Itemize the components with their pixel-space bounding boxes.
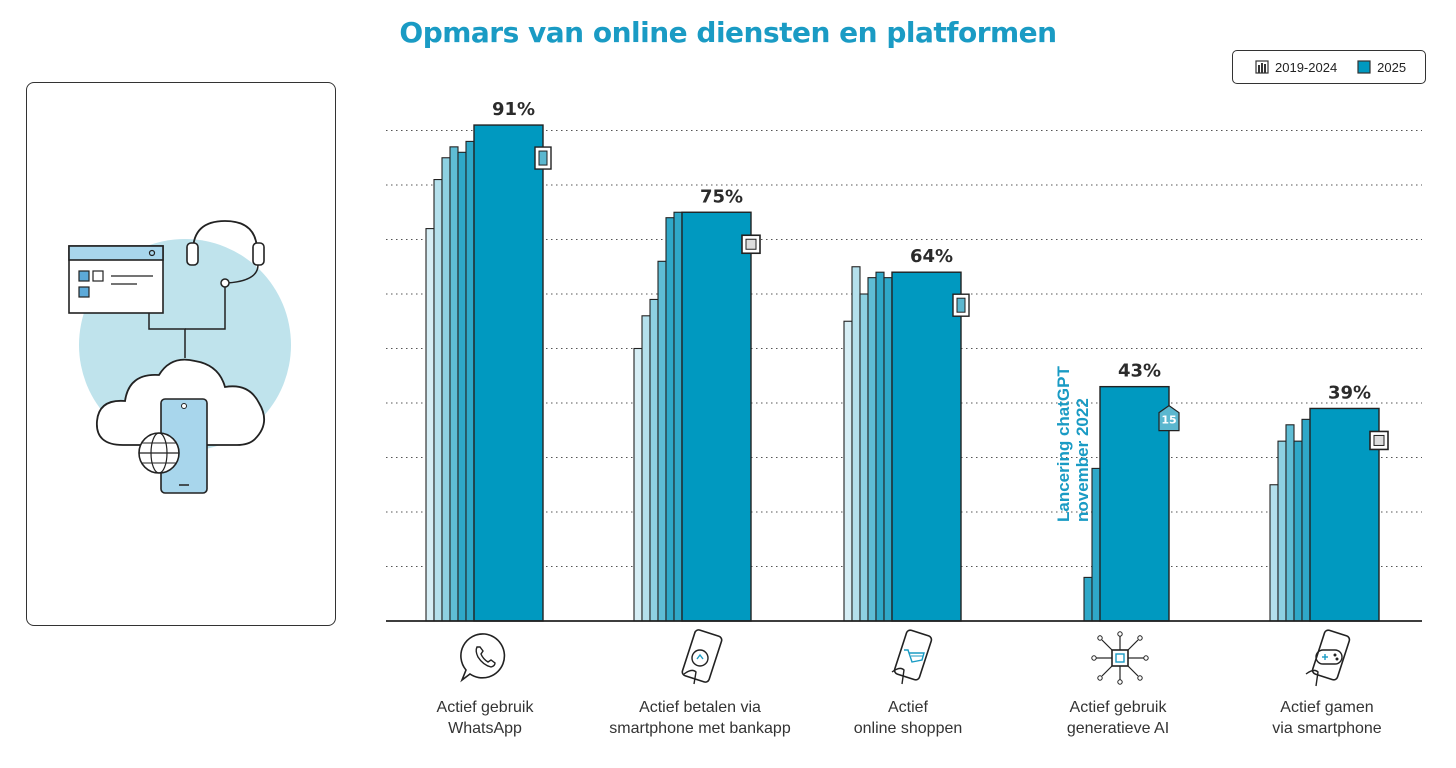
phone-shopping-icon: [891, 629, 933, 685]
bar-history: [457, 151, 467, 622]
bar-history: [867, 277, 877, 622]
square-swatch-icon: [1357, 60, 1371, 74]
bar-history: [1293, 440, 1303, 622]
category-label-gaming: Actief gamen via smartphone: [1197, 697, 1456, 739]
category-label-ai: Actief gebruik generatieve AI: [988, 697, 1248, 739]
increase-15-badge: 15: [1158, 404, 1180, 432]
badge-label: □: [746, 239, 756, 252]
category-label-line1: Actief betalen via: [639, 699, 761, 716]
annotation-line-1: Lancering chatGPT: [1054, 366, 1073, 522]
annotation-line-2: november 2022: [1073, 398, 1092, 522]
badge-fill: [956, 297, 966, 313]
category-label-line1: Actief gebruik: [436, 699, 534, 716]
bar-history: [1269, 484, 1279, 622]
value-label: 43%: [1118, 361, 1161, 382]
up-bar-icon: ↑: [534, 146, 552, 170]
badge-label: 15: [1161, 414, 1176, 427]
ai-chip-icon: [1091, 631, 1149, 685]
bar-2025: [681, 211, 752, 622]
category-label-line1: Actief gebruik: [1069, 699, 1167, 716]
bar-history: [1083, 576, 1093, 622]
chatgpt-launch-annotation: Lancering chatGPT november 2022: [1054, 322, 1092, 522]
bar-history: [633, 347, 643, 622]
bar-history: [441, 157, 451, 622]
bar-history: [665, 217, 675, 622]
bars: [425, 124, 1380, 622]
legend-label-2025: 2025: [1377, 59, 1407, 75]
badge-frame: [1158, 404, 1180, 432]
category-label-line2: generatieve AI: [1066, 720, 1170, 737]
bar-history: [1285, 424, 1295, 622]
badge-label: ↑: [956, 299, 965, 312]
bar-history: [1277, 440, 1287, 622]
phone-payment-icon: [681, 629, 723, 685]
badge-label: ↑: [538, 152, 547, 165]
bar-history: [883, 277, 893, 622]
bar-history: [657, 260, 667, 622]
bar-2025: [1309, 407, 1380, 622]
bar-history: [425, 228, 435, 622]
category-label-line2: online shoppen: [853, 720, 963, 737]
category-label-line1: Actief: [887, 699, 928, 716]
value-label: 75%: [700, 186, 743, 207]
category-label-bankapp: Actief betalen via smartphone met bankap…: [570, 697, 830, 739]
category-label-line2: smartphone met bankapp: [609, 720, 791, 737]
bar-2025: [891, 271, 962, 622]
badge-fill: [538, 150, 548, 166]
bar-history: [851, 266, 861, 622]
bar-history: [465, 140, 475, 622]
bar-history: [843, 320, 853, 622]
bar-history: [433, 179, 443, 622]
bar-history: [641, 315, 651, 622]
bar-history: [1301, 418, 1311, 622]
category-label-line2: WhatsApp: [448, 720, 522, 737]
value-labels: 91% 75% 64% 43% 39%: [492, 99, 1371, 403]
category-label-whatsapp: Actief gebruik WhatsApp: [355, 697, 615, 739]
value-label: 64%: [910, 246, 953, 267]
cloud-illustration-icon: [68, 220, 291, 494]
chart-title: Opmars van online diensten en platformen: [399, 16, 1057, 49]
stable-square-icon: □: [1369, 430, 1389, 451]
up-bar-icon: ↑: [952, 293, 970, 317]
legend-item-history: 2019-2024: [1255, 60, 1337, 75]
value-label: 91%: [492, 99, 535, 120]
value-label: 39%: [1328, 382, 1371, 403]
change-badges: ↑ □ ↑ 15 □: [534, 146, 1389, 451]
bar-2025: [473, 124, 544, 622]
bar-stack-icon: [1255, 60, 1269, 74]
online-services-illustration: [26, 82, 336, 626]
stable-square-icon: □: [741, 234, 761, 255]
badge-fill: [1373, 434, 1385, 446]
bar-history: [875, 271, 885, 622]
bar-2025: [1099, 385, 1170, 622]
bar-history: [649, 298, 659, 622]
bar-history: [1091, 467, 1101, 622]
bar-history: [449, 146, 459, 622]
legend-item-2025: 2025: [1357, 60, 1406, 75]
category-label-line1: Actief gamen: [1280, 699, 1374, 716]
legend: 2019-2024 2025: [1232, 50, 1426, 84]
bar-history: [673, 211, 683, 622]
whatsapp-icon: [460, 633, 506, 683]
category-label-shopping: Actief online shoppen: [778, 697, 1038, 739]
category-label-line2: via smartphone: [1272, 720, 1382, 737]
badge-label: □: [1374, 435, 1384, 448]
phone-gaming-icon: [1305, 629, 1351, 687]
bar-history: [859, 293, 869, 622]
legend-label-history: 2019-2024: [1275, 59, 1338, 75]
badge-fill: [745, 238, 757, 250]
